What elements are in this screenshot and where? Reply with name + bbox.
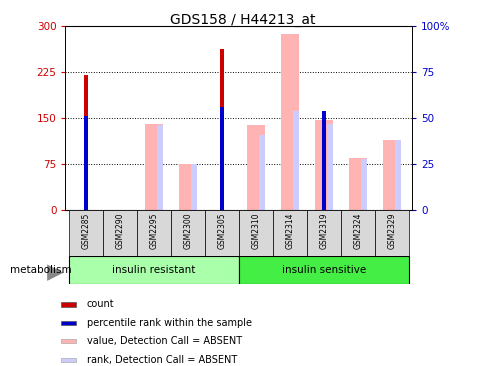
- Text: count: count: [87, 299, 114, 310]
- Bar: [239, 210, 272, 256]
- Text: rank, Detection Call = ABSENT: rank, Detection Call = ABSENT: [87, 355, 237, 365]
- Text: GSM2324: GSM2324: [353, 213, 362, 249]
- Bar: [246, 126, 265, 210]
- Bar: [84, 75, 88, 210]
- Text: GSM2310: GSM2310: [251, 213, 260, 249]
- Bar: [314, 120, 333, 210]
- Text: GSM2295: GSM2295: [149, 213, 158, 249]
- Bar: [340, 210, 374, 256]
- Text: GSM2300: GSM2300: [183, 213, 192, 249]
- Text: percentile rank within the sample: percentile rank within the sample: [87, 318, 251, 328]
- Text: GDS158 / H44213_at: GDS158 / H44213_at: [169, 13, 315, 27]
- Bar: [326, 124, 333, 210]
- Bar: [69, 210, 103, 256]
- Bar: [157, 126, 163, 210]
- Bar: [321, 111, 325, 210]
- Bar: [69, 256, 239, 284]
- Text: GSM2290: GSM2290: [115, 213, 124, 249]
- Text: GSM2314: GSM2314: [285, 213, 294, 249]
- Text: insulin sensitive: insulin sensitive: [281, 265, 365, 275]
- Text: GSM2319: GSM2319: [318, 213, 328, 249]
- Text: value, Detection Call = ABSENT: value, Detection Call = ABSENT: [87, 336, 242, 346]
- Bar: [61, 321, 76, 325]
- Bar: [374, 210, 408, 256]
- Bar: [178, 164, 197, 210]
- Bar: [272, 210, 306, 256]
- Text: metabolism: metabolism: [10, 265, 71, 275]
- Bar: [220, 107, 223, 210]
- Bar: [170, 210, 204, 256]
- Text: GSM2305: GSM2305: [217, 213, 226, 249]
- Bar: [84, 116, 88, 210]
- Polygon shape: [47, 264, 63, 281]
- Bar: [306, 210, 340, 256]
- Bar: [61, 339, 76, 343]
- Bar: [292, 111, 299, 210]
- Bar: [348, 158, 366, 210]
- Bar: [144, 124, 163, 210]
- Bar: [204, 210, 239, 256]
- Text: GSM2329: GSM2329: [387, 213, 395, 249]
- Bar: [382, 139, 400, 210]
- Bar: [220, 49, 223, 210]
- Bar: [136, 210, 170, 256]
- Bar: [61, 358, 76, 362]
- Bar: [191, 164, 197, 210]
- Text: GSM2285: GSM2285: [81, 213, 90, 249]
- Bar: [394, 139, 400, 210]
- Bar: [258, 135, 265, 210]
- Bar: [61, 302, 76, 307]
- Text: insulin resistant: insulin resistant: [112, 265, 195, 275]
- Bar: [103, 210, 136, 256]
- Bar: [239, 256, 408, 284]
- Bar: [280, 34, 299, 210]
- Bar: [361, 159, 366, 210]
